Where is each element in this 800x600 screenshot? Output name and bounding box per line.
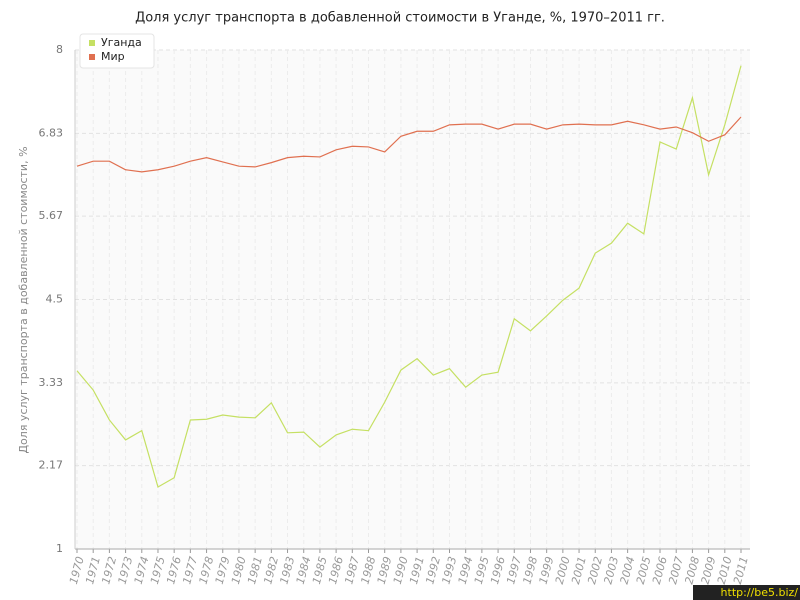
y-tick-label: 4.5: [46, 293, 64, 306]
legend-swatch: [89, 54, 95, 60]
y-tick-label: 3.33: [39, 376, 64, 389]
y-tick-label: 6.83: [39, 126, 64, 139]
legend-label: Уганда: [101, 36, 142, 49]
legend-label: Мир: [101, 50, 125, 63]
chart-title: Доля услуг транспорта в добавленной стои…: [135, 11, 665, 26]
watermark-bg: [693, 585, 800, 600]
y-tick-label: 2.17: [39, 459, 64, 472]
y-tick-label: 5.67: [39, 209, 64, 222]
y-tick-label: 1: [56, 542, 63, 555]
y-axis-label: Доля услуг транспорта в добавленной стои…: [17, 146, 30, 453]
line-series: [76, 65, 742, 488]
y-tick-label: 8: [56, 43, 63, 56]
line-series: [76, 116, 742, 173]
legend-swatch: [89, 40, 95, 46]
watermark: http://be5.biz/: [721, 586, 799, 599]
legend-box: [79, 33, 155, 69]
